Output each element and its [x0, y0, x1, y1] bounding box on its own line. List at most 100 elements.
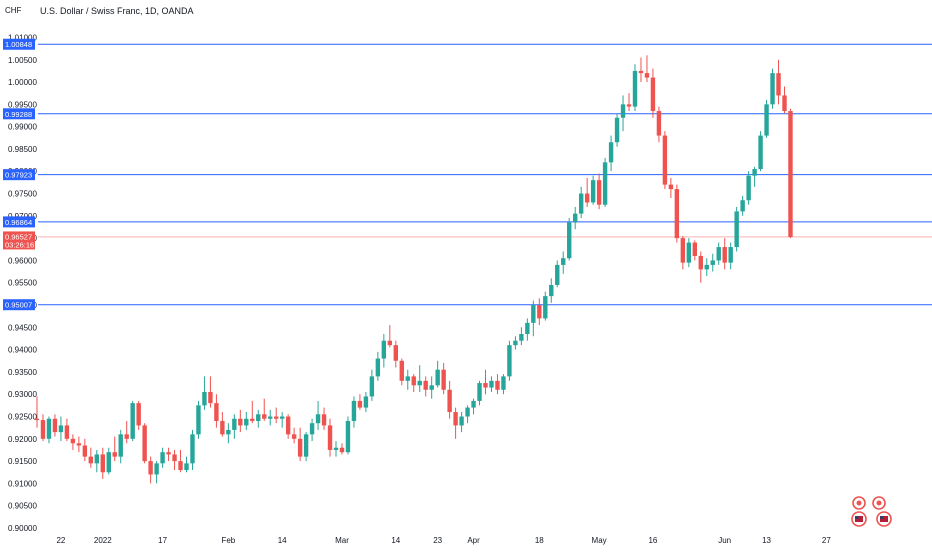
- candle-body: [339, 447, 345, 453]
- candle-body: [578, 193, 584, 214]
- candle-body: [423, 380, 428, 390]
- candle-body: [327, 425, 333, 450]
- candle-body: [752, 169, 757, 176]
- us-flag-icon-stripes: [880, 516, 888, 522]
- x-tick-label: 14: [391, 536, 400, 545]
- x-tick-label: 17: [158, 536, 167, 545]
- candle-body: [291, 434, 297, 439]
- y-tick-label: 0.96000: [8, 256, 37, 265]
- candle-body: [788, 111, 793, 237]
- candle-body: [393, 345, 398, 361]
- x-tick-label: Feb: [221, 536, 235, 545]
- candle-body: [638, 70, 644, 74]
- candle-body: [82, 445, 88, 457]
- candle-body: [573, 213, 578, 223]
- candle-body: [722, 247, 727, 263]
- us-flag-icon-canton: [855, 516, 859, 519]
- level-label-badge: [3, 108, 35, 120]
- x-tick-label: 18: [535, 536, 544, 545]
- y-tick-label: 0.92000: [8, 435, 37, 444]
- candle-body: [770, 73, 775, 105]
- candle-body: [88, 456, 94, 464]
- chart-title: U.S. Dollar / Swiss Franc, 1D, OANDA: [40, 6, 194, 16]
- us-flag-icon[interactable]: [876, 511, 892, 527]
- candle-body: [333, 447, 339, 450]
- candle-body: [549, 284, 554, 297]
- candle-body: [411, 376, 416, 386]
- candle-body: [118, 434, 123, 457]
- candle-body: [776, 73, 781, 96]
- candle-body: [710, 260, 715, 265]
- candle-body: [608, 142, 614, 163]
- candle-body: [680, 238, 686, 263]
- candle-body: [136, 403, 141, 426]
- candle-body: [208, 391, 213, 404]
- candle-body: [674, 189, 680, 239]
- candle-body: [489, 380, 494, 388]
- economic-event-icon[interactable]: [872, 496, 886, 510]
- countdown-label: 03:26:16: [5, 240, 34, 249]
- candle-body: [100, 454, 105, 473]
- candle-body: [698, 255, 703, 270]
- candle-body: [166, 452, 171, 455]
- candle-body: [64, 425, 70, 439]
- economic-event-icon[interactable]: [852, 496, 866, 510]
- currency-label: CHF: [5, 6, 22, 15]
- candle-body: [561, 258, 566, 265]
- candle-body: [650, 77, 656, 112]
- horizontal-levels[interactable]: 1.00848 0.99288 0.97923 0.96864 0.95007 0.965…: [3, 38, 932, 311]
- y-tick-label: 0.99500: [8, 100, 37, 109]
- candle-body: [232, 418, 237, 430]
- y-tick-label: 0.94500: [8, 323, 37, 332]
- candle-body: [764, 104, 769, 136]
- y-tick-label: 0.93500: [8, 368, 37, 377]
- economic-event-icon-dot: [876, 500, 882, 506]
- candle-body: [716, 247, 721, 261]
- candle-body: [262, 414, 267, 419]
- x-tick-label: Mar: [335, 536, 349, 545]
- candle-body: [417, 380, 422, 386]
- candle-body: [124, 434, 129, 439]
- time-axis[interactable]: 22 2022 17 Feb 14 Mar 14 23 Apr 18 May 16 Jun 13 27: [56, 536, 831, 545]
- current-price-label: 0.96527: [5, 232, 32, 241]
- candle-body: [160, 452, 165, 464]
- candle-body: [303, 434, 309, 457]
- candle-body: [34, 418, 40, 421]
- current-price-badge[interactable]: [3, 231, 35, 250]
- candle-body: [256, 414, 261, 421]
- candle-body: [447, 389, 452, 413]
- candle-body: [734, 211, 739, 248]
- candle-body: [142, 425, 147, 462]
- candle-body: [405, 376, 410, 381]
- x-tick-label: Apr: [467, 536, 480, 545]
- x-tick-label: 14: [278, 536, 287, 545]
- level-label: 0.96864: [5, 218, 32, 227]
- candle-body: [244, 418, 249, 426]
- candle-body: [148, 461, 153, 475]
- y-tick-label: 0.90500: [8, 502, 37, 511]
- y-tick-label: 0.99000: [8, 123, 37, 132]
- us-flag-icon[interactable]: [851, 511, 867, 527]
- candle-body: [656, 111, 662, 136]
- level-label-badge: [3, 299, 35, 311]
- candle-body: [345, 420, 351, 453]
- x-tick-label: 13: [762, 536, 771, 545]
- candle-body: [728, 247, 733, 263]
- candle-body: [555, 264, 560, 285]
- candle-body: [704, 264, 709, 270]
- event-icons[interactable]: [851, 496, 892, 527]
- level-label: 0.99288: [5, 110, 32, 119]
- candle-body: [513, 340, 518, 346]
- candle-body: [351, 400, 357, 421]
- candle-body: [507, 345, 512, 377]
- candle-body: [76, 443, 82, 446]
- candle-body: [285, 416, 291, 435]
- candle-body: [537, 305, 542, 319]
- candle-body: [46, 418, 52, 439]
- candle-body: [387, 340, 393, 346]
- x-tick-label: 16: [648, 536, 657, 545]
- level-label-badge: [3, 216, 35, 228]
- candle-body: [495, 380, 500, 390]
- candle-body: [279, 416, 285, 419]
